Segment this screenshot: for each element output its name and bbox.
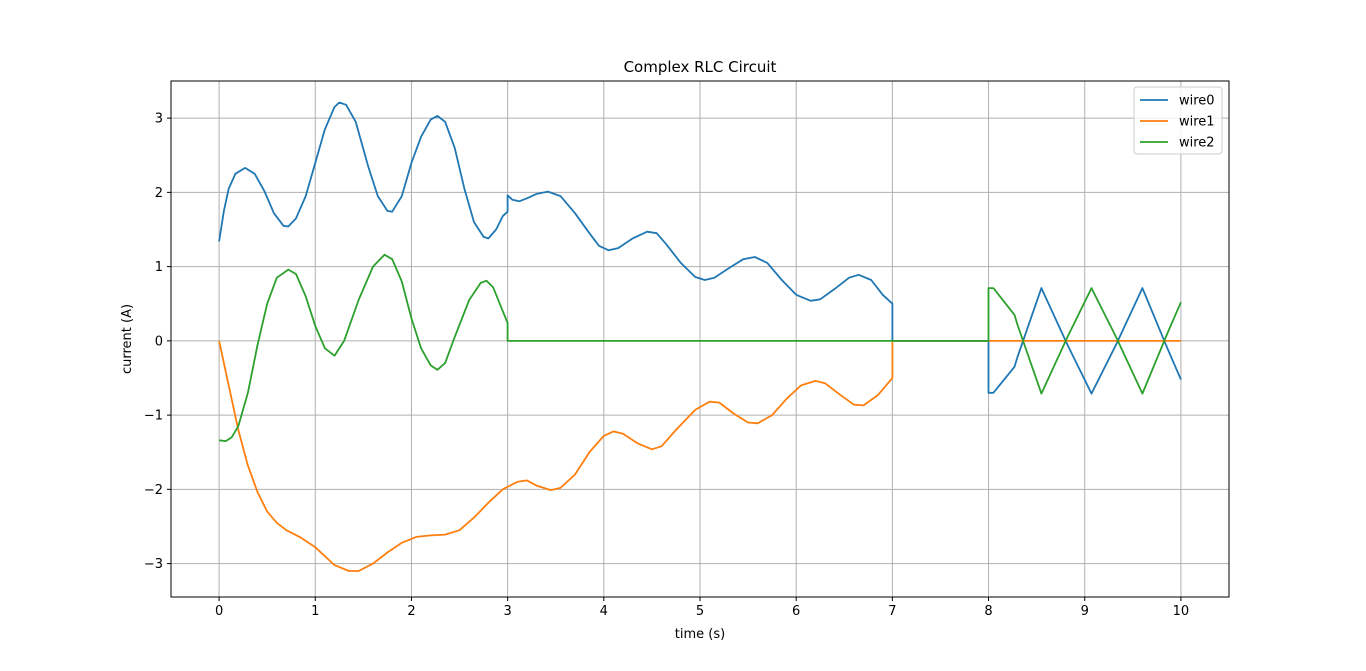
- x-tick-label: 5: [696, 604, 704, 619]
- series-line-wire2: [218, 253, 1182, 442]
- y-tick-label: 2: [155, 186, 163, 201]
- series-lines: [218, 101, 1182, 572]
- y-tick-label: −3: [144, 557, 163, 572]
- x-axis-label: time (s): [675, 627, 725, 642]
- y-axis-label: current (A): [120, 304, 135, 374]
- x-tick-label: 7: [888, 604, 896, 619]
- legend-label-wire1: wire1: [1179, 115, 1215, 130]
- axis-ticks: 0 1 2 3 4 5 6 7 8 9 10 −3 −2 −1 0 1 2 3: [144, 112, 1189, 619]
- y-tick-label: −1: [144, 409, 163, 424]
- x-tick-label: 4: [600, 604, 608, 619]
- grid: [171, 81, 1229, 597]
- x-tick-label: 10: [1173, 604, 1190, 619]
- legend: wire0 wire1 wire2: [1133, 86, 1223, 155]
- legend-label-wire2: wire2: [1179, 136, 1215, 151]
- x-tick-label: 2: [407, 604, 415, 619]
- y-tick-label: 3: [155, 112, 163, 127]
- y-tick-label: −2: [144, 483, 163, 498]
- y-tick-label: 1: [155, 260, 163, 275]
- legend-box: [1133, 86, 1223, 155]
- x-tick-label: 8: [984, 604, 992, 619]
- chart-title: Complex RLC Circuit: [624, 58, 777, 76]
- series-line-wire1: [218, 340, 1181, 572]
- series-line-wire0: [218, 101, 1182, 395]
- y-tick-label: 0: [155, 334, 163, 349]
- x-tick-label: 9: [1081, 604, 1089, 619]
- legend-label-wire0: wire0: [1179, 94, 1215, 109]
- x-tick-label: 0: [215, 604, 223, 619]
- x-tick-label: 3: [503, 604, 511, 619]
- x-tick-label: 6: [792, 604, 800, 619]
- x-tick-label: 1: [311, 604, 319, 619]
